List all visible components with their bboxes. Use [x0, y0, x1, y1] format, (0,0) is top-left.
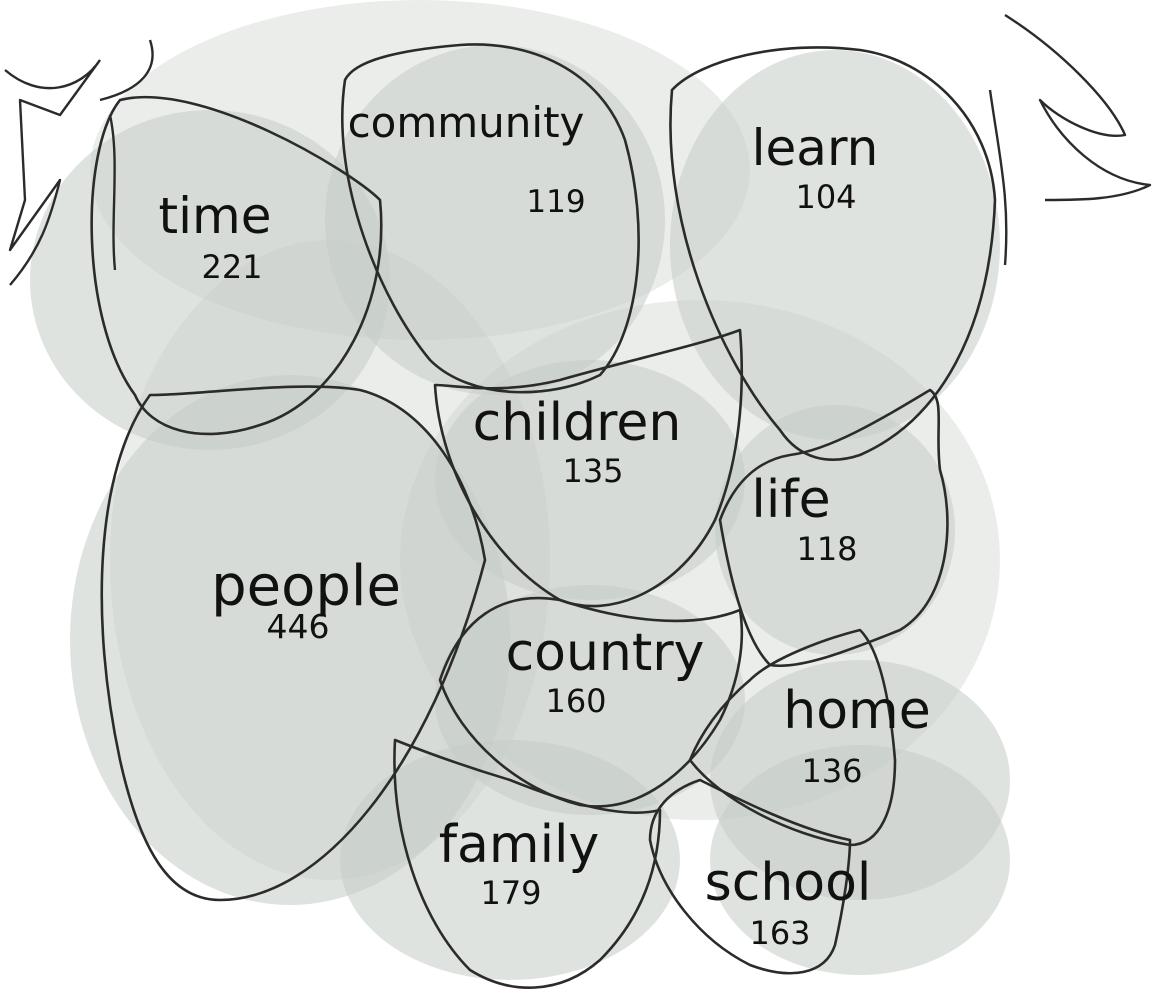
petal-family [393, 738, 662, 989]
count-label-children: 135 [562, 452, 623, 490]
word-label-community: community [348, 98, 585, 147]
petal-people [100, 385, 487, 902]
petal-children [433, 328, 744, 608]
blob-home [710, 660, 1010, 900]
petal-learn [669, 46, 997, 461]
blob-life [715, 405, 955, 655]
petal-school [648, 778, 852, 975]
decorative-stroke-2 [99, 39, 154, 102]
blob-learn [670, 50, 1000, 440]
petal-life [718, 388, 949, 668]
petal-time [90, 95, 383, 436]
count-label-school: 163 [749, 914, 810, 952]
petal-community [341, 43, 640, 394]
count-label-country: 160 [545, 682, 606, 720]
count-label-family: 179 [480, 874, 541, 912]
blob-children [435, 360, 745, 600]
petal-home [688, 628, 897, 847]
decorative-stroke-0 [4, 59, 101, 286]
blob-time [30, 110, 390, 450]
petal-country [438, 596, 744, 808]
word-label-family: family [439, 815, 600, 875]
petal-outlines [4, 13, 1152, 989]
word-label-learn: learn [752, 119, 879, 177]
word-label-time: time [159, 187, 272, 245]
count-label-community: 119 [526, 184, 585, 220]
background-blobs [30, 0, 1010, 980]
count-label-people: 446 [267, 607, 330, 646]
decorative-stroke-3 [1004, 13, 1152, 202]
word-label-school: school [705, 853, 872, 913]
word-label-country: country [506, 623, 705, 683]
word-label-life: life [751, 470, 830, 530]
word-label-people: people [211, 554, 401, 619]
count-label-home: 136 [801, 752, 862, 790]
word-label-children: children [473, 393, 682, 453]
count-label-life: 118 [796, 530, 857, 568]
decorative-stroke-4 [988, 89, 1008, 266]
word-label-home: home [783, 681, 930, 741]
count-label-learn: 104 [795, 178, 856, 216]
decorative-stroke-1 [108, 114, 117, 271]
blob-country [435, 585, 745, 815]
count-label-time: 221 [201, 248, 262, 286]
blob-community [325, 45, 665, 395]
